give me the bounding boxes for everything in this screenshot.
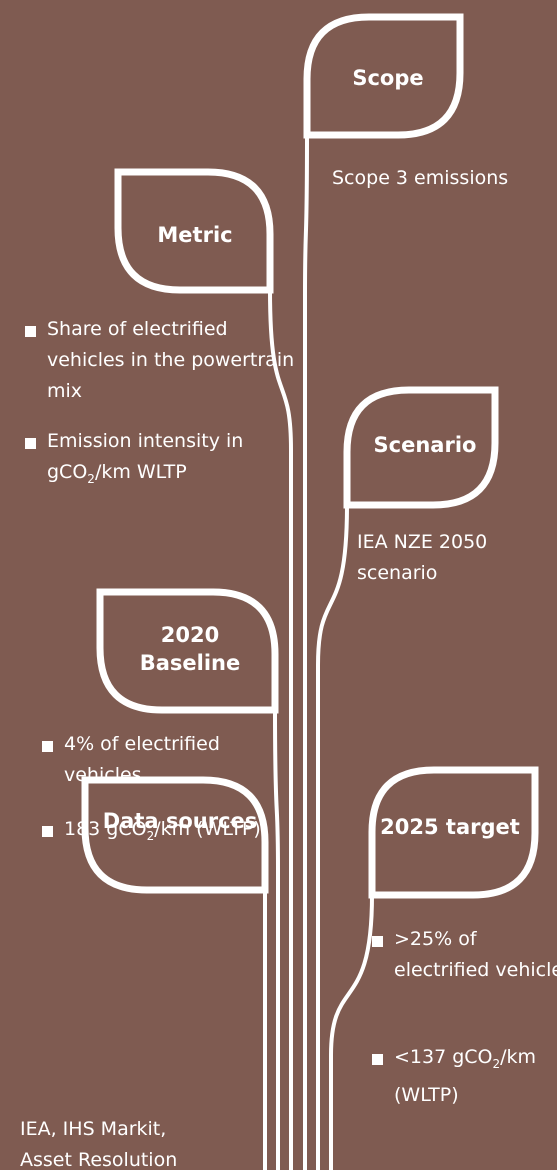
list-item: Emission intensity in gCO2/km WLTP (25, 426, 302, 495)
text-run: Scope 3 emissions (332, 167, 508, 189)
list-item: 4% of electrified vehicles (42, 729, 274, 791)
list-item: IEA, IHS Markit, Asset Resolution (20, 1114, 220, 1170)
node-title: 2020 Baseline (115, 621, 265, 677)
list-item: IEA NZE 2050 scenario (357, 527, 537, 589)
subscript: 2 (87, 472, 95, 486)
list-item: >25% of electrified vehicles (372, 924, 557, 986)
list-item: Share of electrified vehicles in the pow… (25, 314, 302, 407)
node-title: Metric (130, 221, 260, 249)
infographic: Scope Scope 3 emissions Metric Share of ele… (0, 0, 557, 1170)
stem (331, 895, 372, 1170)
text-run: IEA, IHS Markit, Asset Resolution (20, 1118, 177, 1170)
text-run: IEA NZE 2050 scenario (357, 531, 487, 584)
text-run: >25% of electrified vehicles (394, 928, 557, 981)
node-title: Scenario (355, 431, 495, 459)
text-run: <137 gCO (394, 1046, 493, 1068)
list-item: Scope 3 emissions (332, 163, 512, 194)
list-item: <137 gCO2/km (WLTP) (372, 1042, 557, 1111)
text-run: 4% of electrified vehicles (64, 733, 220, 786)
subscript: 2 (493, 1057, 501, 1071)
text-run: /km WLTP (95, 461, 187, 483)
text-run: Share of electrified vehicles in the pow… (47, 318, 294, 402)
node-title: Scope (318, 64, 458, 92)
node-title: 2025 target (380, 813, 520, 841)
stem (305, 135, 307, 1170)
node-title: Data sources (100, 807, 260, 835)
stem (275, 710, 278, 1170)
